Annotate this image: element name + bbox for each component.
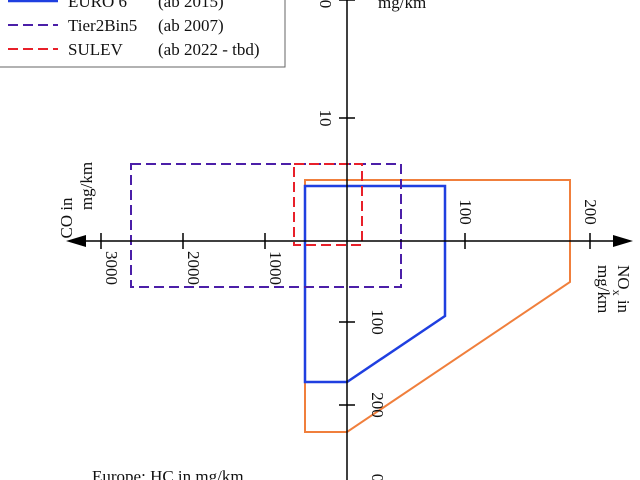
ticks bbox=[100, 0, 591, 406]
label-subscript: x bbox=[610, 290, 624, 296]
legend-period: (ab 2015) bbox=[158, 0, 224, 11]
tick-label: 200 bbox=[368, 392, 387, 418]
tick-label: 3000 bbox=[102, 251, 121, 285]
legend-name: SULEV bbox=[68, 40, 124, 59]
left-axis-label: CO in bbox=[57, 197, 76, 239]
euro6-shape bbox=[303, 184, 447, 384]
right-axis-label: NOx in bbox=[610, 265, 633, 314]
right-axis-label: mg/km bbox=[594, 265, 613, 313]
top-axis-label: mg/km bbox=[378, 0, 426, 12]
tick-label: 1000 bbox=[266, 251, 285, 285]
tick-label: 10 bbox=[316, 110, 335, 127]
arrow-right bbox=[613, 235, 633, 247]
legend-name: Tier2Bin5 bbox=[68, 16, 137, 35]
label-part: NO bbox=[614, 265, 633, 290]
euro-outer-shape bbox=[304, 179, 571, 433]
tier2bin5-shape bbox=[130, 163, 402, 288]
legend-box bbox=[0, 0, 286, 68]
legend-period: (ab 2007) bbox=[158, 16, 224, 35]
tick-label: 100 bbox=[456, 199, 475, 225]
tick-label: 0 bbox=[368, 474, 387, 480]
legend-name: EURO 6 bbox=[68, 0, 127, 11]
label-part: in bbox=[614, 296, 633, 314]
bottom-axis-label: Europe: HC in mg/km bbox=[92, 467, 244, 480]
left-axis-label: mg/km bbox=[77, 162, 96, 210]
arrow-left bbox=[66, 235, 86, 247]
tick-label: 2000 bbox=[184, 251, 203, 285]
tick-label: 100 bbox=[368, 309, 387, 335]
tick-label: 0 bbox=[316, 0, 335, 8]
tick-label: 200 bbox=[581, 199, 600, 225]
sulev-shape bbox=[293, 163, 363, 246]
legend-period: (ab 2022 - tbd) bbox=[158, 40, 260, 59]
